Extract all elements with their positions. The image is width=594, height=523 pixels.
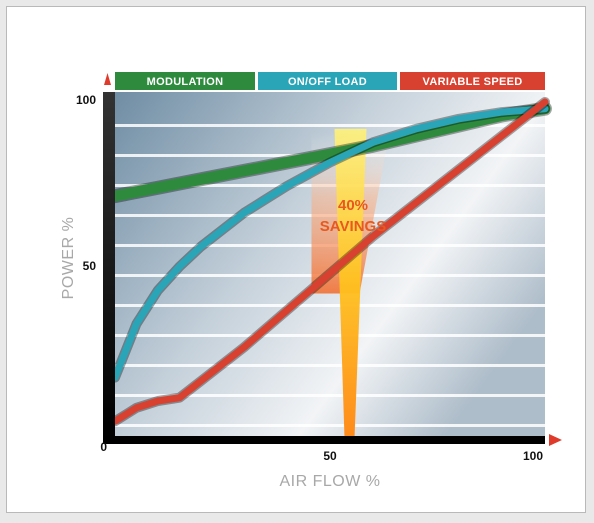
gridline xyxy=(115,124,545,127)
legend-swatch-2 xyxy=(258,72,397,90)
x-axis-title: AIR FLOW % xyxy=(279,473,380,490)
y-axis xyxy=(103,92,115,440)
gridline xyxy=(115,424,545,427)
legend: MODULATION ON/OFF LOAD VARIABLE SPEED xyxy=(115,72,545,90)
x-tick-100: 100 xyxy=(523,449,543,463)
gridline xyxy=(115,394,545,397)
x-axis-arrow xyxy=(549,434,562,446)
savings-highlight xyxy=(311,128,390,438)
legend-label-2: ON/OFF LOAD xyxy=(288,76,367,88)
x-tick-0: 0 xyxy=(100,440,107,454)
legend-label-1: MODULATION xyxy=(147,76,224,88)
savings-label-line1: 40% xyxy=(338,197,368,214)
legend-swatch-1 xyxy=(115,72,255,90)
legend-swatch-3 xyxy=(400,72,545,90)
x-axis xyxy=(103,436,545,444)
modulation-line xyxy=(109,103,551,202)
legend-label-3: VARIABLE SPEED xyxy=(423,76,523,88)
variable-speed-line xyxy=(111,98,549,425)
y-tick-100: 100 xyxy=(76,93,96,107)
gridline xyxy=(115,364,545,367)
on-off-load-line xyxy=(111,105,549,381)
x-tick-50: 50 xyxy=(323,449,337,463)
y-axis-arrow xyxy=(104,73,111,85)
gridline xyxy=(115,304,545,307)
y-axis-title: POWER % xyxy=(60,217,77,300)
savings-label-line2: SAVINGS xyxy=(320,218,386,235)
y-tick-50: 50 xyxy=(83,259,97,273)
savings-beam xyxy=(334,128,367,438)
series-lines xyxy=(108,97,552,427)
gridline xyxy=(115,334,545,337)
